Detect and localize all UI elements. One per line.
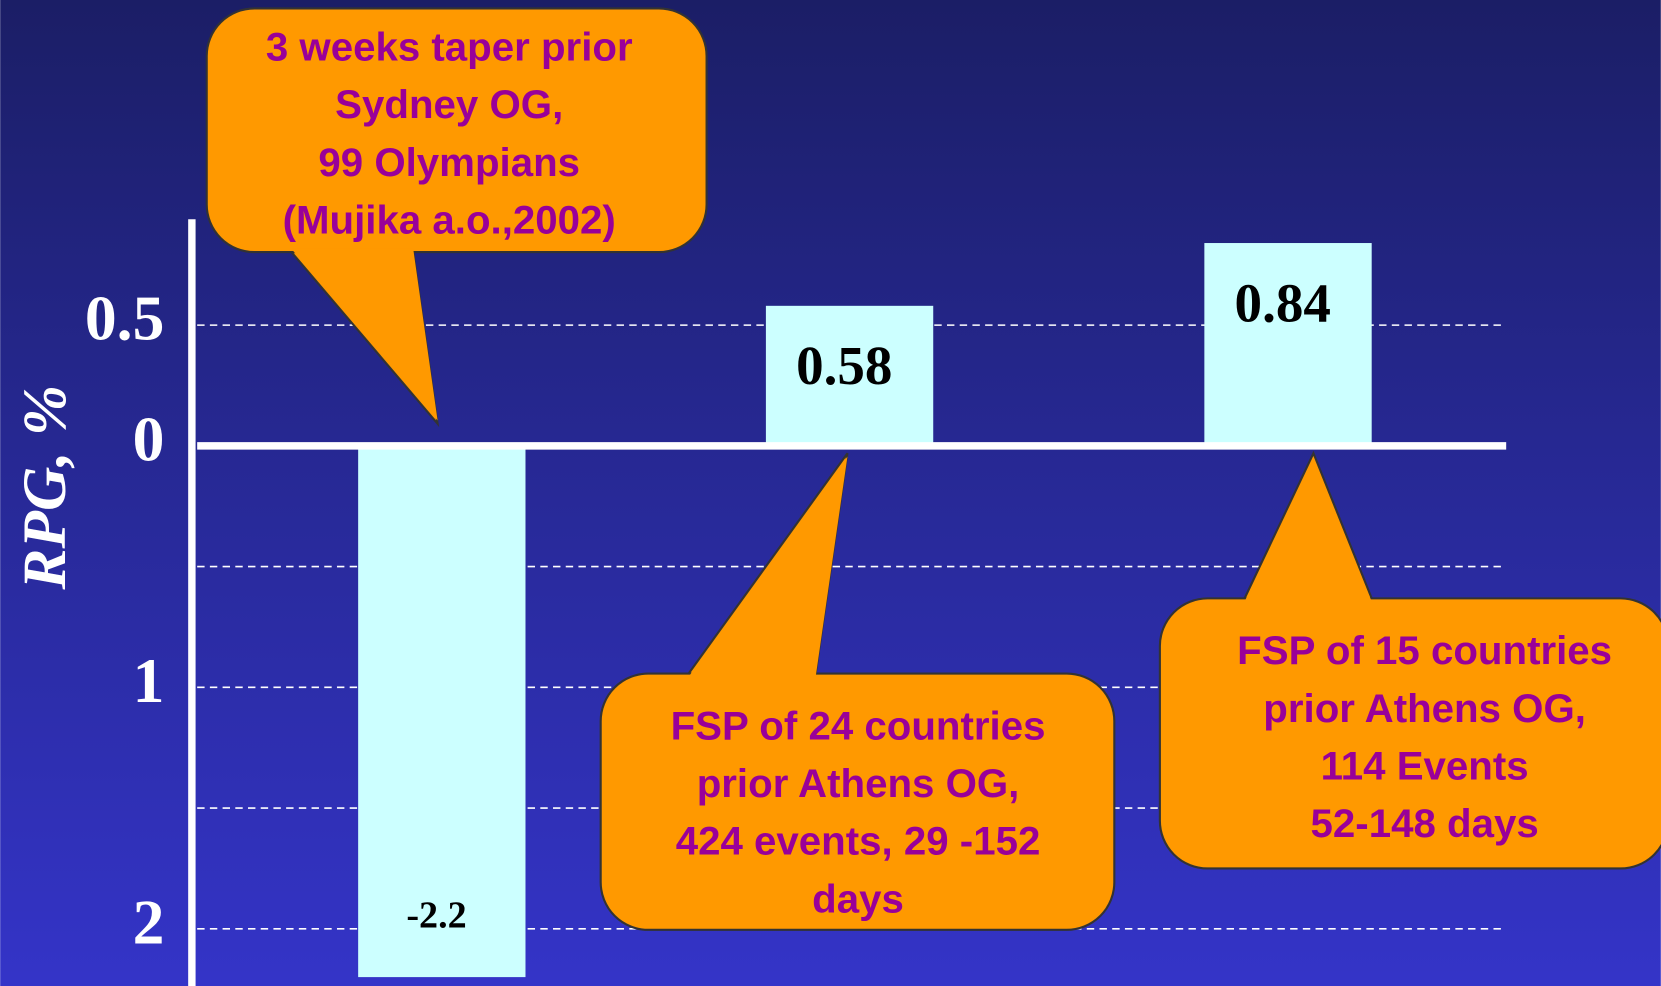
y-tick-label: 2 xyxy=(133,886,165,957)
y-axis-label: RPG, % xyxy=(11,385,79,591)
callout-text: prior Athens OG, xyxy=(697,761,1020,806)
value-label: -2.2 xyxy=(406,895,466,937)
callout-text: 3 weeks taper prior xyxy=(266,24,633,69)
bar xyxy=(765,305,934,446)
y-tick-label: 0 xyxy=(133,403,165,474)
callout-box xyxy=(1158,597,1661,870)
callout-text: 52-148 days xyxy=(1311,801,1539,846)
callout-text: days xyxy=(812,876,904,921)
callout-box xyxy=(599,672,1116,931)
value-label: 0.84 xyxy=(1235,272,1331,333)
callout-text: 114 Events xyxy=(1321,744,1529,789)
value-label: 0.58 xyxy=(796,335,892,396)
callout-text: 424 events, 29 -152 xyxy=(676,819,1041,864)
callout-text: Sydney OG, xyxy=(335,82,563,127)
y-tick-label: 0.5 xyxy=(85,283,164,354)
callout-pointer-cover xyxy=(688,456,848,677)
callout-text: FSP of 15 countries xyxy=(1237,628,1612,673)
bar xyxy=(358,445,526,978)
callout-text: FSP of 24 countries xyxy=(671,703,1046,748)
callout-box xyxy=(205,7,708,254)
bar xyxy=(1204,243,1372,446)
callout-text: (Mujika a.o.,2002) xyxy=(283,198,616,243)
callout-text: prior Athens OG, xyxy=(1263,686,1586,731)
callout-text: 99 Olympians xyxy=(318,140,580,185)
y-tick-label: 1 xyxy=(133,645,165,716)
callout-pointer-cover xyxy=(1244,456,1372,602)
